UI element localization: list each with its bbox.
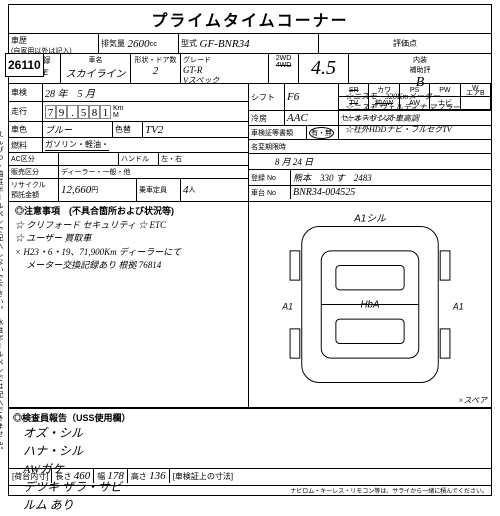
4wd: 4WD xyxy=(276,62,292,69)
side-note: えんぴつ・油性ボールペンで記入しないで下さい。 水性ボールペンでは記入できません… xyxy=(0,130,4,455)
damage-diagram: A1シル A1 A1 HbA ×スペア xyxy=(249,202,491,407)
recycle-label: リサイクル 預託金額 xyxy=(9,179,59,201)
shift-value: F6 xyxy=(285,84,339,110)
ac-label2: 冷房 xyxy=(249,111,285,125)
shaken-value: 28 年 5 月 xyxy=(43,84,248,101)
reg-value: 熊本 330 す 2483 xyxy=(291,170,491,185)
grade-1: GT-R xyxy=(183,65,202,75)
capacity-label: 乗車定員 xyxy=(137,179,181,201)
interior-label: 内装 補助評 xyxy=(410,55,431,75)
ac-label: AC区分 xyxy=(9,153,59,165)
warn-header: ◎注意事項 (不具合箇所および状況等) xyxy=(15,205,242,219)
lot-number: 26110 xyxy=(5,53,44,77)
cc-unit: cc xyxy=(150,39,158,48)
car-name: スカイライン xyxy=(66,65,126,80)
auction-sheet: プライムタイムコーナー 26110 車歴(自家用以外は記入) 排気量 2600c… xyxy=(8,4,492,496)
vin-value: BNR34-004525 xyxy=(291,186,491,199)
color-value: ブルー xyxy=(43,122,113,137)
handle-value: 左・右 xyxy=(159,153,248,165)
inspect-header: ◎検査員報告（USS使用欄） xyxy=(13,411,487,424)
spare-note: ×スペア xyxy=(458,395,487,406)
shaken-label: 車検 xyxy=(9,84,43,101)
fuel-value: ガソリン・軽油・ xyxy=(43,138,248,152)
2wd: 2WD xyxy=(276,55,292,62)
odometer: 79.581Km M xyxy=(43,102,248,121)
displacement-label: 排気量 xyxy=(101,38,125,49)
sales-points: ☆ニスモ 320Kmメーター ☆ニスモ ヴェルディナ マフラー ☆オーリンズ 車… xyxy=(345,91,485,135)
colorno-value: TV2 xyxy=(143,122,248,137)
dealer-label: 販売区分 xyxy=(9,166,59,178)
diag-a1-left: A1 xyxy=(281,301,293,311)
dims-note: [車検証上の寸法] xyxy=(170,469,491,483)
diag-a1-right: A1 xyxy=(452,301,464,311)
ac-value: AAC xyxy=(285,111,339,125)
car-name-label: 車名 xyxy=(89,55,103,65)
footer-note: ナビロム・キーレス・リモコン等は、サライから一緒に積んでください。 xyxy=(9,485,491,495)
height: 136 xyxy=(149,470,166,482)
colorno-label: 色替 xyxy=(113,122,143,137)
doors-label: 形状・ドア数 xyxy=(135,55,177,65)
history-label: 車歴 xyxy=(11,35,27,46)
deadline-label: 名変期限時 xyxy=(249,140,339,153)
vin-label: 車台 No xyxy=(249,186,291,199)
car-outline-svg: A1シル A1 A1 HbA xyxy=(253,206,487,403)
grade-score: 4.5 xyxy=(311,57,336,80)
fuel-label: 燃料 xyxy=(9,138,43,152)
dealer-value: ディーラー・一般・他 xyxy=(59,166,248,178)
docs-value: 有・無 xyxy=(307,126,339,139)
reg-label: 登録 No xyxy=(249,170,291,185)
model-code: GF-BNR34 xyxy=(200,38,250,50)
mileage-label: 走行 xyxy=(9,102,43,121)
width: 178 xyxy=(107,470,124,482)
sheet-title: プライムタイムコーナー xyxy=(9,5,491,34)
model-code-label: 型式 xyxy=(181,38,197,49)
handle-label: ハンドル xyxy=(119,153,159,165)
length: 460 xyxy=(74,470,91,482)
warnings: ◎注意事項 (不具合箇所および状況等) ☆ クリフォード セキュリティ ☆ ET… xyxy=(9,202,248,276)
recycle-value: 12,660 xyxy=(61,184,91,196)
diag-hba: HbA xyxy=(361,299,380,310)
dimensions-row: [荷台内寸] 長さ 460 幅 178 高さ 136 [車検証上の寸法] xyxy=(9,468,491,483)
color-label: 車色 xyxy=(9,122,43,137)
docs-label: 車検証等書類 xyxy=(249,126,307,139)
diag-a1c: A1シル xyxy=(353,214,386,225)
displacement-value: 2600 xyxy=(128,38,150,50)
deadline-value: 8 月 24 日 xyxy=(249,154,339,169)
grade-label: 評価点 xyxy=(393,38,417,49)
dims-header: [荷台内寸] xyxy=(9,469,52,483)
shift-label: シフト xyxy=(249,84,285,110)
doors: 2 xyxy=(153,65,159,77)
grade-name-label: グレード xyxy=(183,55,211,65)
